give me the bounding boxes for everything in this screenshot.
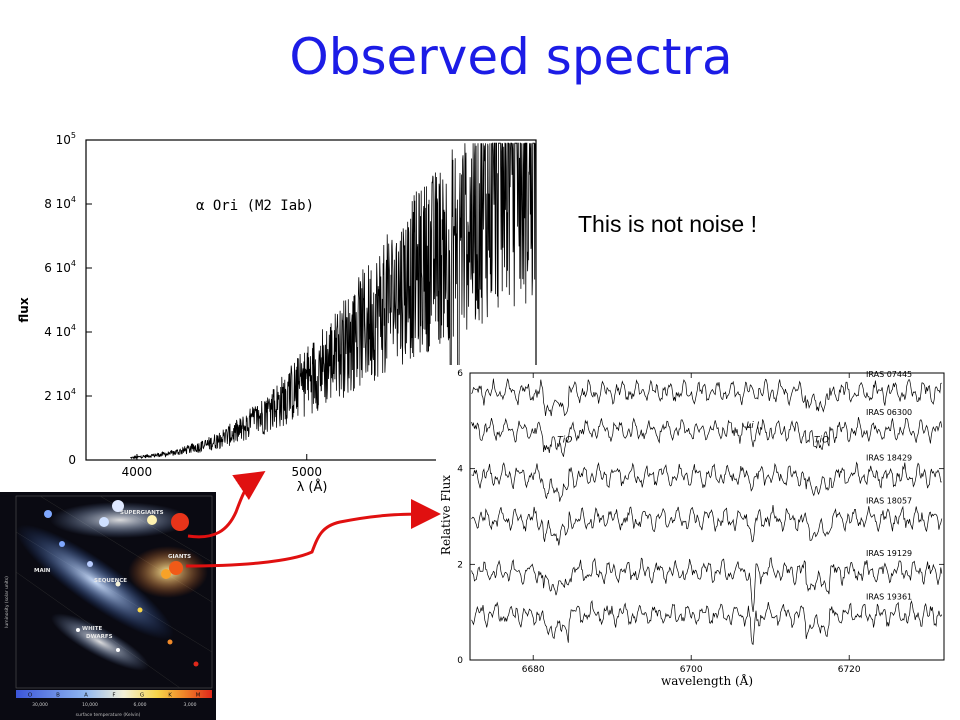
svg-text:SUPERGIANTS: SUPERGIANTS xyxy=(120,510,164,516)
y-tick-label: 6 xyxy=(457,369,463,379)
x-tick-label: 5000 xyxy=(291,465,322,479)
series-label: IRAS 07445 xyxy=(866,370,912,379)
spectrum-line xyxy=(471,505,943,546)
svg-text:GIANTS: GIANTS xyxy=(168,554,191,560)
chart-annotation: α Ori (M2 Iab) xyxy=(196,198,314,214)
svg-text:WHITE: WHITE xyxy=(82,626,102,632)
inset-plot-frame xyxy=(469,372,945,661)
x-tick-label: 6700 xyxy=(680,665,703,675)
temperature-label: 3,000 xyxy=(184,702,197,708)
spectral-class-label: A xyxy=(84,693,88,699)
spectral-class-label: G xyxy=(140,693,144,699)
hr-y-axis-label: luminosity (solar units) xyxy=(4,576,10,628)
spectra-series: IRAS 07445 IRAS 06300 IRAS 18429 IRAS 18057… xyxy=(471,370,943,646)
x-tick-label: 6720 xyxy=(838,665,861,675)
white-dwarf-glow xyxy=(50,613,150,671)
y-tick-label: 2 xyxy=(457,560,463,570)
spectrum-line xyxy=(471,600,943,646)
y-axis-label: flux xyxy=(17,297,31,322)
main-sequence-glow xyxy=(16,524,174,640)
y-tick-label: 4 104 xyxy=(44,323,76,339)
y-axis-ticks: 0 2 4 6 xyxy=(457,369,944,666)
spectral-class-bar xyxy=(16,690,212,698)
series-label: IRAS 19361 xyxy=(866,592,912,601)
x-axis-ticks: 6680 6700 6720 xyxy=(522,373,861,675)
x-tick-label: 6680 xyxy=(522,665,545,675)
x-axis-label: λ (Å) xyxy=(297,479,328,495)
svg-text:MAIN: MAIN xyxy=(34,568,51,574)
y-tick-label: 4 xyxy=(457,465,463,475)
plot-frame xyxy=(85,139,537,461)
spectral-class-label: K xyxy=(168,693,172,699)
y-tick-label: 0 xyxy=(457,656,463,666)
spectral-class-label: O xyxy=(28,693,33,699)
x-axis-label: wavelength (Å) xyxy=(661,673,753,688)
hr-plot-frame xyxy=(15,495,213,689)
arrow-giant-to-li-spectra xyxy=(185,499,441,568)
y-axis-ticks: 0 2 104 4 104 6 104 8 104 105 xyxy=(44,131,92,467)
hr-region-labels: SUPERGIANTS GIANTS MAIN SEQUENCE WHITE D… xyxy=(34,510,191,640)
spectral-class-label: B xyxy=(56,693,60,699)
line-annotation: TiO xyxy=(557,435,572,445)
series-label: IRAS 18429 xyxy=(866,454,912,463)
line-annotation: TiO xyxy=(814,435,829,445)
series-label: IRAS 19129 xyxy=(866,549,912,558)
y-axis-label: Relative Flux xyxy=(439,475,453,555)
y-tick-label: 8 104 xyxy=(44,195,76,211)
slide-title: Observed spectra xyxy=(289,28,733,86)
spectrum-line xyxy=(471,417,943,457)
line-annotation: Li I xyxy=(746,421,759,431)
y-tick-label: 2 104 xyxy=(44,387,76,403)
y-tick-label: 105 xyxy=(56,131,76,147)
x-tick-label: 4000 xyxy=(122,465,153,479)
spectrum-line xyxy=(471,378,942,417)
svg-text:SEQUENCE: SEQUENCE xyxy=(94,578,127,584)
temperature-label: 6,000 xyxy=(134,702,147,708)
note-text: This is not noise ! xyxy=(578,211,757,237)
series-label: IRAS 06300 xyxy=(866,408,912,417)
spectral-class-label: M xyxy=(196,693,201,699)
temperature-labels: 30,000 10,000 6,000 3,000 xyxy=(32,702,196,708)
line-annotations: TiO Li I TiO xyxy=(557,421,829,445)
spectrum-line xyxy=(471,557,943,613)
hr-x-axis-label: surface temperature (Kelvin) xyxy=(76,712,141,718)
spectrum-line xyxy=(471,461,942,502)
temperature-label: 10,000 xyxy=(82,702,98,708)
spectrum-line xyxy=(130,142,536,460)
series-label: IRAS 18057 xyxy=(866,497,912,506)
spectral-class-label: F xyxy=(112,693,115,699)
inset-background xyxy=(436,365,956,695)
supergiant-glow xyxy=(50,502,190,538)
y-tick-label: 6 104 xyxy=(44,259,76,275)
svg-text:DWARFS: DWARFS xyxy=(86,634,113,640)
hr-diagram: SUPERGIANTS GIANTS MAIN SEQUENCE WHITE D… xyxy=(0,492,216,720)
temperature-label: 30,000 xyxy=(32,702,48,708)
star-markers xyxy=(44,500,199,667)
y-tick-label: 0 xyxy=(68,453,76,467)
